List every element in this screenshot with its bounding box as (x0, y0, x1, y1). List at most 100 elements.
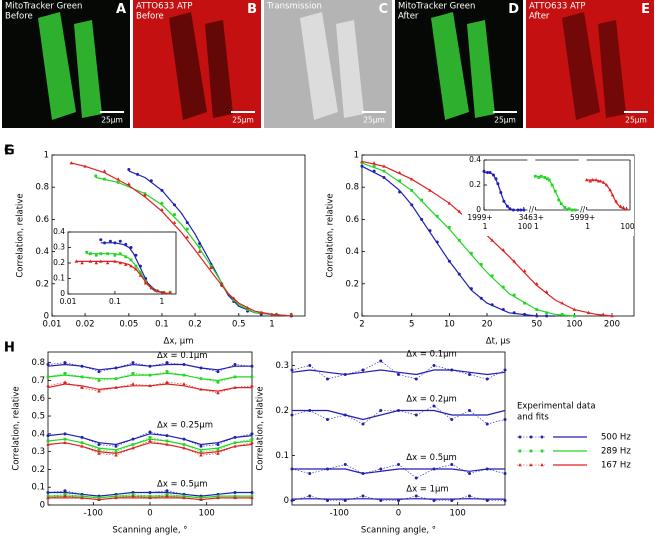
data-point (420, 198, 424, 202)
data-point (103, 241, 107, 245)
segment-offset-label: 1999+ (467, 213, 492, 222)
data-point (503, 472, 507, 475)
fit-line (95, 176, 292, 317)
data-point (490, 274, 494, 278)
data-point (160, 188, 164, 192)
data-point (397, 373, 400, 376)
data-point (343, 413, 347, 417)
scale-bar-label: 25μm (494, 116, 516, 125)
data-point (250, 432, 254, 436)
scale-bar-label: 25μm (625, 116, 647, 125)
data-point (198, 245, 202, 249)
x-axis-label: Δt, μs (486, 337, 511, 347)
data-point (250, 440, 254, 445)
data-point (289, 312, 294, 316)
data-point (199, 387, 203, 391)
data-point (624, 206, 629, 211)
data-point (502, 199, 506, 203)
data-point (216, 380, 220, 384)
data-point (414, 413, 418, 417)
legend-marker (529, 463, 533, 467)
data-point (97, 443, 101, 447)
y-tick-label: 0.4 (35, 247, 49, 257)
data-point (537, 176, 541, 179)
data-point (432, 364, 436, 367)
data-point (185, 221, 189, 225)
data-point (63, 437, 67, 441)
data-point (588, 179, 592, 183)
data-point (485, 467, 489, 471)
panel-letter: B (247, 2, 257, 17)
data-point (148, 364, 152, 368)
cell-shape (336, 20, 364, 118)
y-tick-label: 1 (354, 151, 359, 161)
data-point (46, 491, 50, 495)
annotation: Δx = 0.25μm (157, 421, 213, 431)
data-point (131, 382, 135, 386)
data-point (379, 409, 383, 412)
data-point (563, 206, 567, 209)
y-tick-label: 0.3 (53, 243, 65, 252)
data-point (290, 499, 294, 502)
y-tick-label: 0 (476, 205, 481, 214)
data-point (233, 444, 237, 448)
y-tick-label: 0.8 (31, 358, 45, 368)
data-point (398, 179, 402, 183)
data-point (138, 273, 143, 277)
data-point (46, 434, 50, 438)
inset-background (462, 156, 634, 236)
data-point (508, 207, 512, 211)
data-point (116, 177, 120, 181)
data-point (114, 453, 118, 457)
data-point (572, 307, 577, 311)
image-title: Transmission (266, 2, 322, 12)
data-point (80, 444, 84, 448)
data-point (488, 171, 492, 174)
y-tick-label: 0 (354, 312, 359, 322)
data-point (182, 495, 186, 500)
data-point (199, 366, 203, 370)
data-point (113, 259, 117, 263)
data-point (114, 495, 118, 500)
y-axis-label: Correlation, relative (12, 386, 22, 470)
data-point (134, 264, 138, 268)
data-point (209, 265, 213, 269)
data-point (410, 189, 414, 192)
x-tick-label: 100 (199, 509, 215, 519)
data-point (216, 495, 220, 500)
data-point (172, 220, 177, 224)
x-axis-label: Scanning angle, ° (112, 526, 187, 536)
data-point (99, 252, 103, 256)
data-point (326, 499, 329, 502)
data-point (233, 491, 237, 495)
data-point (372, 169, 376, 173)
y-tick-label: 0.4 (31, 429, 45, 439)
data-point (143, 281, 148, 285)
data-point (182, 443, 186, 446)
data-point (148, 491, 152, 495)
data-point (490, 238, 494, 242)
data-point (114, 385, 118, 389)
cell-shape (598, 20, 626, 118)
data-point (216, 370, 220, 374)
data-point (148, 430, 152, 434)
data-point (102, 169, 107, 173)
data-point (604, 183, 609, 187)
y-tick-label: 0.2 (31, 465, 45, 475)
y-tick-label: 0.4 (469, 155, 481, 164)
fit-line (361, 162, 575, 317)
image-panel: Transmission C 25μm (264, 0, 392, 128)
data-point (274, 312, 279, 316)
data-point (494, 177, 498, 181)
data-point (199, 497, 203, 501)
data-point (165, 439, 169, 443)
data-point (482, 169, 486, 173)
data-point (486, 171, 490, 174)
data-point (361, 472, 365, 475)
data-point (479, 263, 483, 266)
data-point (131, 437, 135, 441)
data-point (372, 164, 376, 168)
data-point (216, 451, 220, 455)
